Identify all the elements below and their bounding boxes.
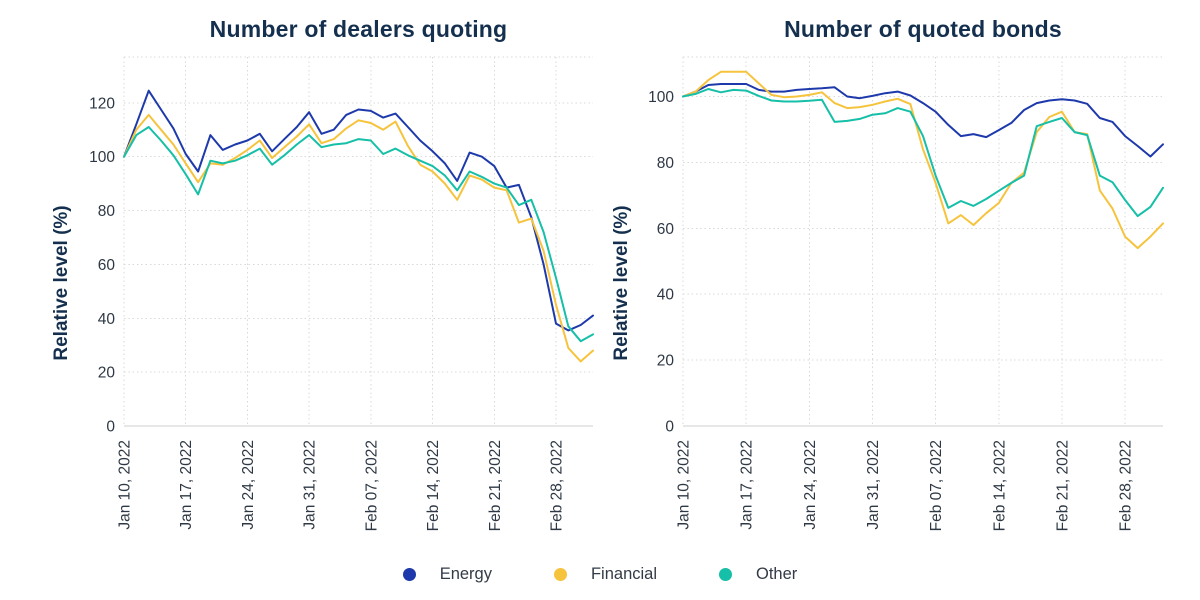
x-tick-label: Feb 07, 2022: [363, 440, 380, 531]
legend-item-other: Other: [719, 565, 797, 584]
series-line-financial: [682, 70, 1164, 250]
series-line-financial: [123, 113, 594, 363]
x-tick-labels: Jan 10, 2022 Jan 17, 2022 Jan 24, 2022 Jan …: [117, 440, 566, 531]
y-tick-label: 0: [106, 419, 115, 436]
series-line-other: [123, 126, 594, 343]
x-tick-label: Jan 31, 2022: [865, 440, 882, 530]
y-tick-labels: 0 20 40 60 80 100 120: [89, 95, 115, 435]
legend-label-other: Other: [756, 564, 798, 583]
x-tick-label: Feb 21, 2022: [1054, 440, 1071, 531]
y-tick-labels: 0 20 40 60 80 100: [648, 89, 674, 435]
x-tick-label: Jan 17, 2022: [739, 440, 756, 530]
financial-series-dot-icon: [553, 567, 567, 581]
y-tick-label: 0: [665, 419, 674, 436]
x-tick-label: Feb 14, 2022: [991, 440, 1008, 531]
x-tick-label: Feb 28, 2022: [548, 440, 565, 531]
y-tick-label: 20: [657, 353, 675, 370]
y-tick-label: 60: [98, 257, 116, 274]
legend-item-financial: Financial: [553, 564, 658, 584]
chart-quoted-bonds: Number of quoted bonds Relative level (%…: [600, 0, 1200, 556]
x-tick-label: Jan 17, 2022: [178, 440, 195, 530]
y-tick-label: 80: [98, 203, 116, 220]
y-tick-label: 80: [657, 155, 675, 172]
series-line-other: [682, 88, 1164, 218]
y-tick-label: 40: [657, 287, 675, 304]
x-tick-label: Feb 21, 2022: [487, 440, 504, 531]
series-line-energy: [123, 89, 594, 332]
y-tick-label: 100: [89, 149, 115, 166]
other-series-dot-icon: [719, 567, 733, 581]
chart-legend: Energy Financial Other: [0, 556, 1200, 592]
chart-title-dealers: Number of dealers quoting: [209, 16, 508, 42]
x-tick-label: Jan 24, 2022: [240, 440, 257, 530]
legend-label-energy: Energy: [439, 564, 492, 583]
legend-label-financial: Financial: [590, 564, 658, 583]
x-tick-label: Jan 10, 2022: [676, 440, 693, 530]
energy-series-dot-icon: [402, 567, 416, 581]
y-tick-label: 100: [648, 89, 674, 106]
x-tick-label: Feb 28, 2022: [1118, 440, 1135, 531]
x-tick-label: Jan 24, 2022: [802, 440, 819, 530]
legend-item-energy: Energy: [402, 564, 492, 584]
y-tick-label: 40: [98, 311, 116, 328]
x-tick-labels: Jan 10, 2022 Jan 17, 2022 Jan 24, 2022 Jan …: [676, 440, 1135, 531]
gridlines: [123, 56, 593, 426]
chart-dealers-quoting: Number of dealers quoting Relative level…: [0, 0, 600, 556]
x-tick-label: Feb 07, 2022: [928, 440, 945, 531]
series-line-energy: [682, 83, 1164, 158]
y-tick-label: 20: [98, 365, 116, 382]
x-tick-label: Feb 14, 2022: [425, 440, 442, 531]
gridlines: [682, 56, 1163, 426]
y-tick-label: 120: [89, 95, 115, 112]
x-tick-label: Jan 31, 2022: [302, 440, 319, 530]
y-tick-label: 60: [657, 221, 675, 238]
x-tick-label: Jan 10, 2022: [117, 440, 134, 530]
chart-title-bonds: Number of quoted bonds: [784, 16, 1062, 42]
